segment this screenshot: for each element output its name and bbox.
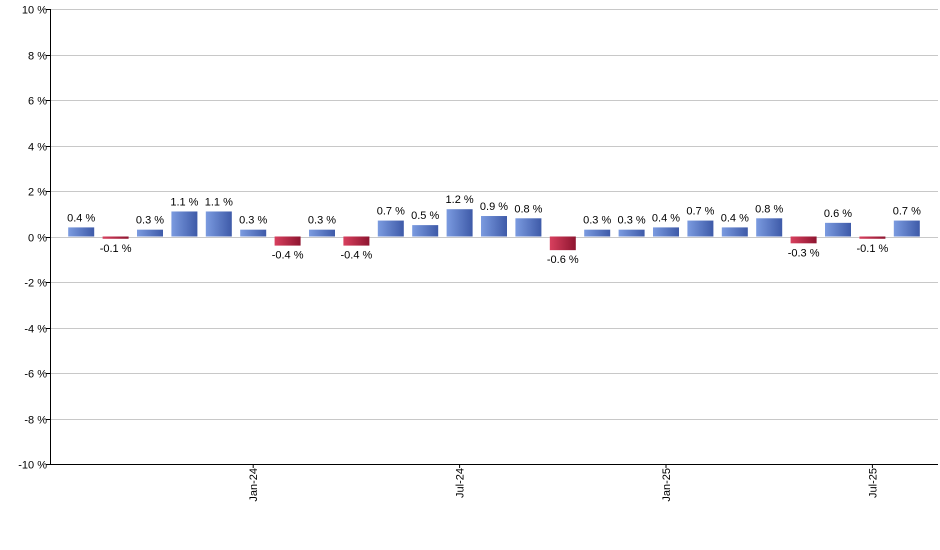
data-label: 0.8 % [514, 203, 542, 215]
data-label: -0.3 % [788, 247, 820, 259]
data-label: -0.1 % [857, 243, 889, 255]
data-label: 0.6 % [824, 208, 852, 220]
bar [102, 236, 129, 239]
bar [343, 236, 370, 246]
y-tick-label: -6 % [24, 369, 47, 381]
data-label: 0.9 % [480, 201, 508, 213]
bar [825, 222, 851, 237]
y-tick-label: 2 % [28, 187, 47, 199]
data-label: 0.4 % [652, 212, 680, 224]
bar [137, 229, 163, 237]
bar [274, 236, 301, 246]
data-label: 0.3 % [136, 215, 164, 227]
y-tick-label: 8 % [28, 51, 47, 63]
data-label: 1.1 % [205, 196, 233, 208]
y-tick-label: -4 % [24, 324, 47, 336]
bar [68, 227, 95, 237]
bar [309, 229, 335, 237]
bars [68, 209, 920, 251]
data-label: 0.7 % [893, 206, 921, 218]
data-label: 0.5 % [411, 210, 439, 222]
bar [205, 211, 232, 237]
data-label: -0.4 % [341, 250, 373, 262]
bar [618, 229, 645, 237]
data-label: 0.7 % [377, 206, 405, 218]
bar [893, 220, 920, 237]
bar [481, 216, 507, 237]
bar [790, 236, 817, 244]
axes: -10 % -8 % -6 % -4 % -2 % 0 % 2 % 4 % 6 % 8 % 10 %… [18, 5, 938, 502]
data-label: -0.4 % [272, 250, 304, 262]
bar [412, 225, 439, 237]
x-tick-label: Jul-24 [455, 468, 467, 498]
bar [240, 229, 267, 237]
bar [653, 227, 679, 237]
bar [721, 227, 748, 237]
bar [549, 236, 576, 251]
gridlines [50, 9, 938, 465]
y-tick-label: -8 % [24, 415, 47, 427]
data-label: 0.4 % [721, 212, 749, 224]
data-label: 0.3 % [583, 215, 611, 227]
data-label: 0.3 % [618, 215, 646, 227]
data-label: 0.7 % [686, 206, 714, 218]
bar [515, 218, 542, 237]
data-label: 1.1 % [170, 196, 198, 208]
data-label: 0.4 % [67, 212, 95, 224]
data-label: -0.6 % [547, 254, 579, 266]
x-tick-label: Jan-25 [661, 468, 673, 502]
y-tick-label: -2 % [24, 278, 47, 290]
data-label: -0.1 % [100, 243, 132, 255]
data-label: 1.2 % [446, 194, 474, 206]
bar [756, 218, 783, 237]
data-label: 0.8 % [755, 203, 783, 215]
y-tick-label: 10 % [22, 5, 47, 17]
y-tick-label: 6 % [28, 96, 47, 108]
bar [687, 220, 714, 237]
bar [171, 211, 198, 237]
x-tick-label: Jul-25 [867, 468, 879, 498]
data-label: 0.3 % [308, 215, 336, 227]
bar [446, 209, 473, 237]
y-tick-label: 0 % [28, 233, 47, 245]
y-tick-label: -10 % [18, 460, 47, 472]
bar [859, 236, 886, 239]
x-tick-label: Jan-24 [248, 468, 260, 502]
y-tick-label: 4 % [28, 142, 47, 154]
bar [584, 229, 611, 237]
data-label: 0.3 % [239, 215, 267, 227]
bar [377, 220, 404, 237]
data-labels: 0.4 % -0.1 % 0.3 % 1.1 % 1.1 % 0.3 % -0.4 % 0.3… [67, 194, 921, 266]
